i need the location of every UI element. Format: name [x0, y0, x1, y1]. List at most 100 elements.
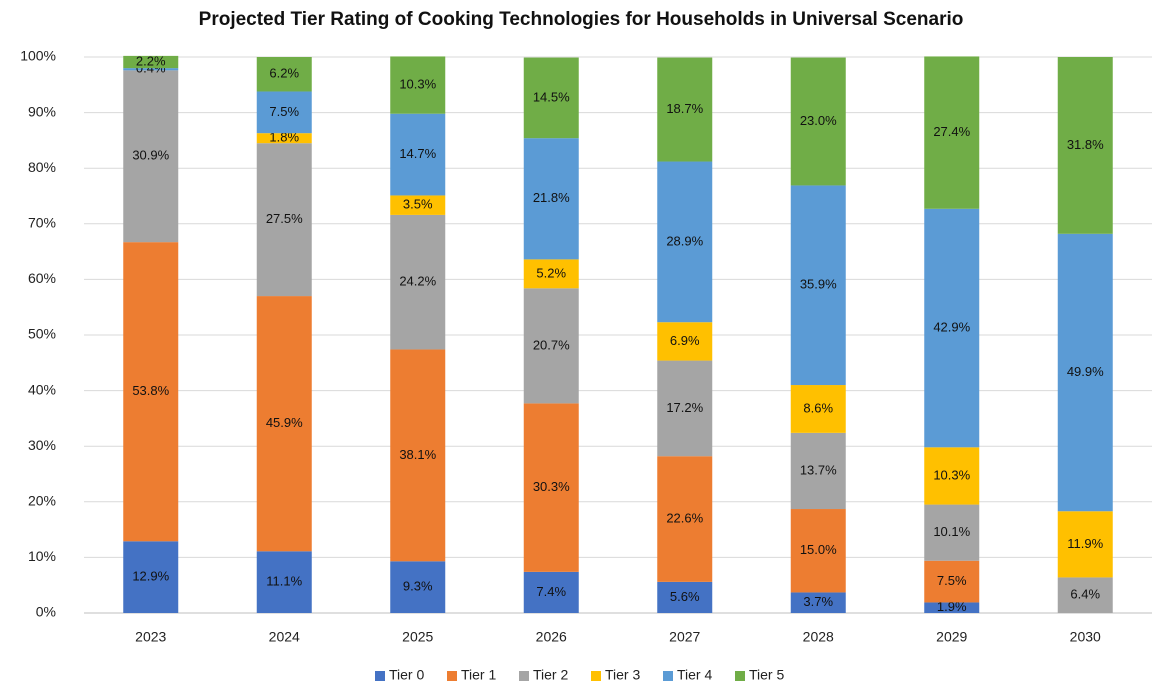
- data-label: 18.7%: [666, 101, 703, 116]
- data-label: 11.9%: [1067, 536, 1103, 551]
- bar-segment: [924, 447, 980, 505]
- data-label: 5.2%: [536, 265, 566, 280]
- bar-segment: [1057, 233, 1113, 512]
- bar-segment: [1057, 511, 1113, 578]
- legend-label: Tier 4: [677, 667, 712, 683]
- y-tick-label: 80%: [28, 159, 56, 175]
- data-label: 8.6%: [803, 400, 833, 415]
- y-tick-label: 100%: [20, 48, 56, 64]
- bar-segment: [390, 195, 446, 215]
- data-label: 1.8%: [269, 130, 299, 145]
- data-label: 10.3%: [933, 467, 970, 482]
- legend-swatch: [519, 671, 529, 681]
- data-label: 27.5%: [266, 211, 303, 226]
- data-label: 6.4%: [1070, 587, 1100, 602]
- y-tick-label: 20%: [28, 493, 56, 509]
- data-label: 49.9%: [1067, 364, 1104, 379]
- bar-segment: [123, 70, 179, 243]
- legend-swatch: [735, 671, 745, 681]
- data-label: 14.7%: [399, 146, 436, 161]
- bar-segment: [523, 259, 579, 289]
- x-tick-label: 2028: [803, 629, 834, 645]
- bar-segment: [256, 143, 312, 297]
- data-label: 30.9%: [132, 148, 169, 163]
- data-label: 6.9%: [670, 333, 700, 348]
- data-label: 23.0%: [800, 113, 837, 128]
- y-tick-label: 70%: [28, 215, 56, 231]
- bar-segment: [924, 602, 980, 613]
- data-label: 17.2%: [666, 400, 703, 415]
- y-tick-label: 50%: [28, 326, 56, 342]
- bar-segment: [657, 360, 713, 457]
- bar-segment: [790, 432, 846, 510]
- data-label: 10.3%: [399, 77, 436, 92]
- data-label: 15.0%: [800, 542, 837, 557]
- data-label: 53.8%: [132, 383, 169, 398]
- y-tick-label: 30%: [28, 437, 56, 453]
- data-label: 3.7%: [803, 594, 833, 609]
- data-label: 24.2%: [399, 274, 436, 289]
- bar-segment: [1057, 57, 1113, 234]
- bar-segment: [924, 208, 980, 448]
- x-tick-label: 2027: [669, 629, 700, 645]
- bar-segment: [657, 57, 713, 162]
- bar-segment: [924, 504, 980, 561]
- bar-segment: [390, 113, 446, 196]
- bar-segment: [790, 385, 846, 433]
- x-tick-label: 2025: [402, 629, 433, 645]
- data-label: 9.3%: [403, 579, 433, 594]
- data-label: 11.1%: [266, 574, 302, 589]
- legend-label: Tier 0: [389, 667, 424, 683]
- data-label: 38.1%: [399, 447, 436, 462]
- chart-title: Projected Tier Rating of Cooking Technol…: [199, 9, 964, 30]
- x-tick-label: 2029: [936, 629, 967, 645]
- x-tick-label: 2030: [1070, 629, 1101, 645]
- data-label: 31.8%: [1067, 137, 1104, 152]
- data-label: 27.4%: [933, 124, 970, 139]
- data-label: 21.8%: [533, 190, 570, 205]
- bar-segment: [390, 214, 446, 350]
- data-label: 30.3%: [533, 479, 570, 494]
- bar-segment: [790, 185, 846, 386]
- data-label: 7.4%: [536, 584, 566, 599]
- data-label: 12.9%: [132, 569, 169, 584]
- data-label: 14.5%: [533, 89, 570, 104]
- bar-segment: [390, 56, 446, 114]
- y-tick-label: 60%: [28, 270, 56, 286]
- x-tick-label: 2023: [135, 629, 166, 645]
- bar-segment: [657, 322, 713, 361]
- legend-swatch: [447, 671, 457, 681]
- data-label: 5.6%: [670, 589, 700, 604]
- data-label: 3.5%: [403, 197, 433, 212]
- x-tick-label: 2026: [536, 629, 567, 645]
- legend-label: Tier 2: [533, 667, 568, 683]
- bar-segment: [523, 288, 579, 404]
- legend-label: Tier 3: [605, 667, 640, 683]
- data-label: 35.9%: [800, 277, 837, 292]
- bar-segment: [123, 541, 179, 613]
- data-label: 20.7%: [533, 337, 570, 352]
- data-label: 28.9%: [666, 233, 703, 248]
- data-label: 7.5%: [269, 104, 299, 119]
- data-label: 6.2%: [269, 66, 299, 81]
- legend-swatch: [375, 671, 385, 681]
- data-label: 13.7%: [800, 462, 837, 477]
- bar-segment: [790, 57, 846, 186]
- legend-label: Tier 5: [749, 667, 784, 683]
- bar-segment: [256, 133, 312, 144]
- bar-segment: [924, 56, 980, 209]
- bar-segment: [390, 561, 446, 613]
- data-label: 7.5%: [937, 573, 967, 588]
- data-label: 22.6%: [666, 510, 703, 525]
- data-label: 42.9%: [933, 319, 970, 334]
- bar-segment: [390, 349, 446, 562]
- bar-segment: [123, 68, 179, 71]
- bar-segment: [657, 456, 713, 582]
- bar-segment: [123, 55, 179, 69]
- bar-segment: [523, 571, 579, 613]
- bar-segment: [523, 138, 579, 260]
- data-label: 2.2%: [136, 53, 166, 68]
- y-tick-label: 0%: [36, 604, 56, 620]
- bar-segment: [1057, 577, 1113, 613]
